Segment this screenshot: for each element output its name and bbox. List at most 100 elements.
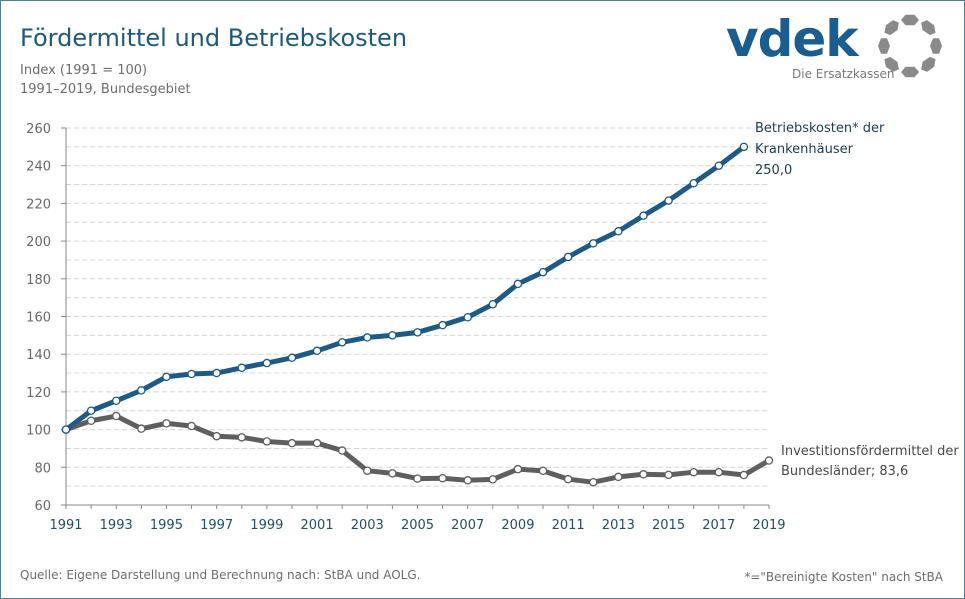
data-point bbox=[187, 421, 196, 431]
logo-tagline: Die Ersatzkassen bbox=[792, 67, 895, 81]
data-point bbox=[488, 299, 498, 309]
y-tick-label: 180 bbox=[26, 273, 51, 288]
data-point bbox=[111, 411, 121, 421]
data-point bbox=[287, 438, 297, 448]
data-point bbox=[413, 474, 422, 483]
data-point bbox=[739, 142, 749, 152]
data-point bbox=[61, 425, 71, 434]
x-tick-label: 1991 bbox=[49, 518, 82, 533]
data-point bbox=[86, 406, 96, 415]
data-point bbox=[137, 386, 146, 395]
x-tick-label: 2013 bbox=[602, 518, 635, 533]
series-label-betriebskosten: Krankenhäuser bbox=[755, 142, 854, 157]
x-axis-ticks: 1991 1993 1995 1997 1999 2001 2003 2005 2007 2009… bbox=[49, 505, 786, 533]
y-tick-label: 200 bbox=[26, 235, 51, 250]
x-tick-label: 1999 bbox=[250, 518, 283, 533]
data-point bbox=[664, 196, 673, 205]
y-tick-label: 60 bbox=[34, 499, 51, 514]
data-point bbox=[262, 358, 272, 368]
data-point bbox=[86, 416, 96, 425]
series-label-investitionsfoerdermittel: Bundesländer; 83,6 bbox=[781, 464, 908, 479]
data-point bbox=[337, 446, 347, 455]
data-point bbox=[538, 466, 548, 476]
x-tick-label: 2017 bbox=[702, 518, 735, 533]
x-tick-label: 2003 bbox=[351, 518, 384, 533]
data-point bbox=[589, 477, 598, 487]
data-point bbox=[538, 267, 548, 277]
data-point bbox=[513, 279, 523, 289]
chart-title: Fördermittel und Betriebskosten bbox=[20, 24, 408, 52]
data-point bbox=[614, 472, 623, 482]
data-point bbox=[237, 433, 246, 442]
y-tick-label: 240 bbox=[26, 160, 51, 175]
data-point bbox=[438, 473, 447, 483]
x-tick-label: 2009 bbox=[501, 518, 534, 533]
y-axis-ticks: 60 80 100 120 140 160 180 200 220 240 260 bbox=[26, 122, 66, 514]
series-label-betriebskosten: 250,0 bbox=[755, 163, 792, 178]
data-point bbox=[689, 178, 698, 188]
x-tick-label: 2007 bbox=[451, 518, 484, 533]
data-point bbox=[589, 239, 598, 248]
logo-ring-segment bbox=[921, 20, 936, 36]
data-point bbox=[563, 474, 573, 484]
chart-subtitle-index: Index (1991 = 100) bbox=[20, 63, 148, 78]
logo-wordmark: vdek bbox=[726, 10, 859, 68]
data-point bbox=[563, 252, 573, 262]
y-tick-label: 220 bbox=[26, 197, 51, 212]
series-line-1 bbox=[63, 413, 772, 485]
logo-ring-segment bbox=[884, 20, 899, 36]
x-tick-label: 2019 bbox=[752, 518, 785, 533]
y-tick-label: 140 bbox=[26, 348, 51, 363]
logo-ring-segment bbox=[878, 38, 890, 54]
data-point bbox=[413, 328, 422, 337]
data-point bbox=[714, 161, 724, 170]
y-tick-label: 120 bbox=[26, 386, 51, 401]
y-tick-label: 80 bbox=[34, 461, 51, 476]
data-point bbox=[363, 466, 372, 475]
data-point bbox=[363, 333, 372, 342]
source-note: Quelle: Eigene Darstellung und Berechnun… bbox=[20, 568, 421, 582]
data-point bbox=[388, 331, 397, 340]
x-tick-label: 2001 bbox=[301, 518, 334, 533]
data-point bbox=[764, 456, 774, 465]
x-tick-label: 1993 bbox=[100, 518, 133, 533]
logo-ring-segment bbox=[901, 14, 919, 26]
logo-ring-segment bbox=[884, 56, 899, 72]
series-labels: Betriebskosten* der Krankenhäuser 250,0 Inv… bbox=[755, 121, 959, 479]
data-point bbox=[739, 470, 749, 480]
y-tick-label: 160 bbox=[26, 311, 51, 326]
data-point bbox=[111, 396, 121, 406]
data-point bbox=[162, 419, 171, 428]
vdek-logo: vdek Die Ersatzkassen bbox=[720, 8, 960, 88]
logo-ring-segment bbox=[921, 56, 936, 72]
series-line-0 bbox=[63, 144, 747, 433]
logo-ring-segment bbox=[901, 66, 919, 78]
data-point bbox=[614, 227, 623, 236]
data-point bbox=[162, 372, 171, 382]
x-tick-label: 2015 bbox=[652, 518, 685, 533]
vdek-ring-logo-icon bbox=[878, 14, 942, 78]
data-point bbox=[212, 368, 221, 378]
data-point bbox=[212, 431, 221, 441]
series-label-investitionsfoerdermittel: Investitionsfördermittel der bbox=[781, 444, 959, 459]
data-point bbox=[639, 211, 648, 220]
chart-subtitle-range: 1991–2019, Bundesgebiet bbox=[20, 82, 191, 97]
data-point bbox=[639, 470, 648, 479]
data-point bbox=[312, 346, 322, 356]
series-group bbox=[61, 142, 774, 487]
data-point bbox=[463, 313, 472, 322]
footnote: *="Bereinigte Kosten" nach StBA bbox=[744, 570, 943, 584]
data-point bbox=[137, 424, 146, 433]
data-point bbox=[312, 438, 322, 448]
data-point bbox=[262, 437, 272, 446]
logo-ring-segment bbox=[930, 38, 942, 54]
data-point bbox=[513, 464, 523, 474]
data-point bbox=[714, 467, 724, 477]
data-point bbox=[463, 476, 472, 485]
x-tick-label: 1995 bbox=[150, 518, 183, 533]
grid-lines bbox=[66, 127, 769, 487]
data-point bbox=[488, 475, 498, 484]
data-point bbox=[664, 470, 673, 480]
